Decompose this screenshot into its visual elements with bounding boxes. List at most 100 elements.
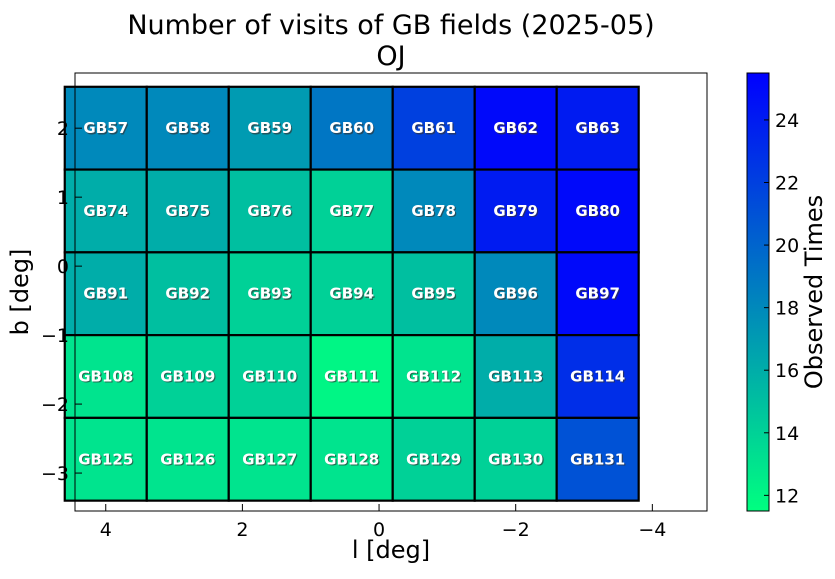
field-label-shadow: GB75 xyxy=(167,203,212,221)
heatmap-cell xyxy=(227,251,312,337)
field-label-shadow: GB58 xyxy=(167,120,212,138)
heatmap-cell xyxy=(473,251,558,337)
field-label-shadow: GB110 xyxy=(243,369,298,387)
field-label: GB108 xyxy=(78,367,133,385)
heatmap-cell xyxy=(473,416,558,502)
colorbar-ticks: 12 14 16 18 20 22 24 xyxy=(764,110,799,507)
field-label-shadow: GB108 xyxy=(79,369,134,387)
field-label: GB91 xyxy=(83,285,128,303)
field-label: GB63 xyxy=(575,119,620,137)
field-label: GB60 xyxy=(329,119,374,137)
heatmap-cell xyxy=(391,251,476,337)
heatmap-cell xyxy=(309,416,394,502)
colorbar-tick-label: 24 xyxy=(775,110,799,132)
colorbar-tick-label: 16 xyxy=(775,360,799,382)
y-tick-label: 2 xyxy=(57,118,69,140)
x-tick-label: 0 xyxy=(373,519,385,541)
field-label: GB111 xyxy=(324,367,379,385)
heatmap-cell xyxy=(555,251,640,337)
field-label: GB94 xyxy=(329,285,374,303)
heatmap-cell xyxy=(227,416,312,502)
field-label: GB59 xyxy=(247,119,292,137)
heatmap-cell xyxy=(227,85,312,171)
x-tick-label: −2 xyxy=(502,519,530,541)
field-label: GB61 xyxy=(411,119,456,137)
colorbar-tick-label: 22 xyxy=(775,173,799,195)
field-label-shadow: GB113 xyxy=(489,369,544,387)
heatmap-cell xyxy=(309,251,394,337)
field-label-shadow: GB60 xyxy=(331,120,376,138)
heatmap-cell xyxy=(555,416,640,502)
field-label: GB109 xyxy=(160,367,215,385)
field-label-shadow: GB94 xyxy=(331,286,376,304)
field-label-shadow: GB112 xyxy=(407,369,462,387)
colorbar-label: Observed Times xyxy=(800,195,828,389)
heatmap-cell xyxy=(63,416,148,502)
field-label-shadow: GB127 xyxy=(243,451,298,469)
field-label-shadow: GB63 xyxy=(577,120,622,138)
heatmap-cell xyxy=(473,168,558,254)
field-label-shadow: GB80 xyxy=(577,203,622,221)
field-label-shadow: GB57 xyxy=(85,120,130,138)
field-label-shadow: GB76 xyxy=(249,203,294,221)
field-label-shadow: GB95 xyxy=(413,286,458,304)
y-tick-label: −3 xyxy=(41,463,69,485)
heatmap-cell xyxy=(473,334,558,419)
field-label: GB80 xyxy=(575,202,620,220)
field-label: GB95 xyxy=(411,285,456,303)
field-label: GB96 xyxy=(493,285,538,303)
y-tick-label: −1 xyxy=(41,325,69,347)
field-label-shadow: GB62 xyxy=(495,120,540,138)
x-tick-label: −4 xyxy=(638,519,666,541)
heatmap-cell xyxy=(391,85,476,171)
field-label: GB93 xyxy=(247,285,292,303)
field-label: GB97 xyxy=(575,285,620,303)
field-label-shadow: GB92 xyxy=(167,286,212,304)
field-label-shadow: GB114 xyxy=(571,369,626,387)
field-label-shadow: GB125 xyxy=(79,451,134,469)
field-label: GB74 xyxy=(83,202,128,220)
y-tick-label: 1 xyxy=(57,187,69,209)
field-label: GB126 xyxy=(160,450,215,468)
field-label-shadow: GB126 xyxy=(161,451,216,469)
field-label-shadow: GB97 xyxy=(577,286,622,304)
field-label: GB79 xyxy=(493,202,538,220)
field-label: GB129 xyxy=(406,450,461,468)
colorbar-tick-label: 12 xyxy=(775,485,799,507)
field-label: GB62 xyxy=(493,119,538,137)
colorbar-tick-label: 14 xyxy=(775,423,799,445)
field-label-shadow: GB74 xyxy=(85,203,130,221)
x-axis-label: l [deg] xyxy=(352,536,430,564)
field-label-shadow: GB96 xyxy=(495,286,540,304)
field-label: GB77 xyxy=(329,202,374,220)
field-label-shadow: GB59 xyxy=(249,120,294,138)
heatmap-cell xyxy=(63,168,148,254)
field-label-shadow: GB111 xyxy=(325,369,380,387)
field-label: GB57 xyxy=(83,119,128,137)
field-label: GB128 xyxy=(324,450,379,468)
field-label-shadow: GB129 xyxy=(407,451,462,469)
field-label-shadow: GB131 xyxy=(571,451,626,469)
field-label: GB58 xyxy=(165,119,210,137)
field-label-shadow: GB77 xyxy=(331,203,376,221)
field-label: GB78 xyxy=(411,202,456,220)
y-tick-label: −2 xyxy=(41,394,69,416)
heatmap-cell xyxy=(555,334,640,419)
axis-ticks: 4 2 0 −2 −4 2 1 0 −1 −2 −3 xyxy=(41,118,666,541)
field-label: GB131 xyxy=(570,450,625,468)
field-label: GB92 xyxy=(165,285,210,303)
colorbar-tick-label: 18 xyxy=(775,298,799,320)
colorbar-tick-label: 20 xyxy=(775,235,799,257)
field-label-shadow: GB78 xyxy=(413,203,458,221)
x-tick-label: 4 xyxy=(100,519,112,541)
field-label-shadow: GB128 xyxy=(325,451,380,469)
heatmap-cell xyxy=(309,334,394,419)
field-label: GB114 xyxy=(570,367,625,385)
field-label-shadow: GB109 xyxy=(161,369,216,387)
field-label-shadow: GB61 xyxy=(413,120,458,138)
field-label: GB125 xyxy=(78,450,133,468)
field-label: GB75 xyxy=(165,202,210,220)
colorbar xyxy=(746,72,770,512)
